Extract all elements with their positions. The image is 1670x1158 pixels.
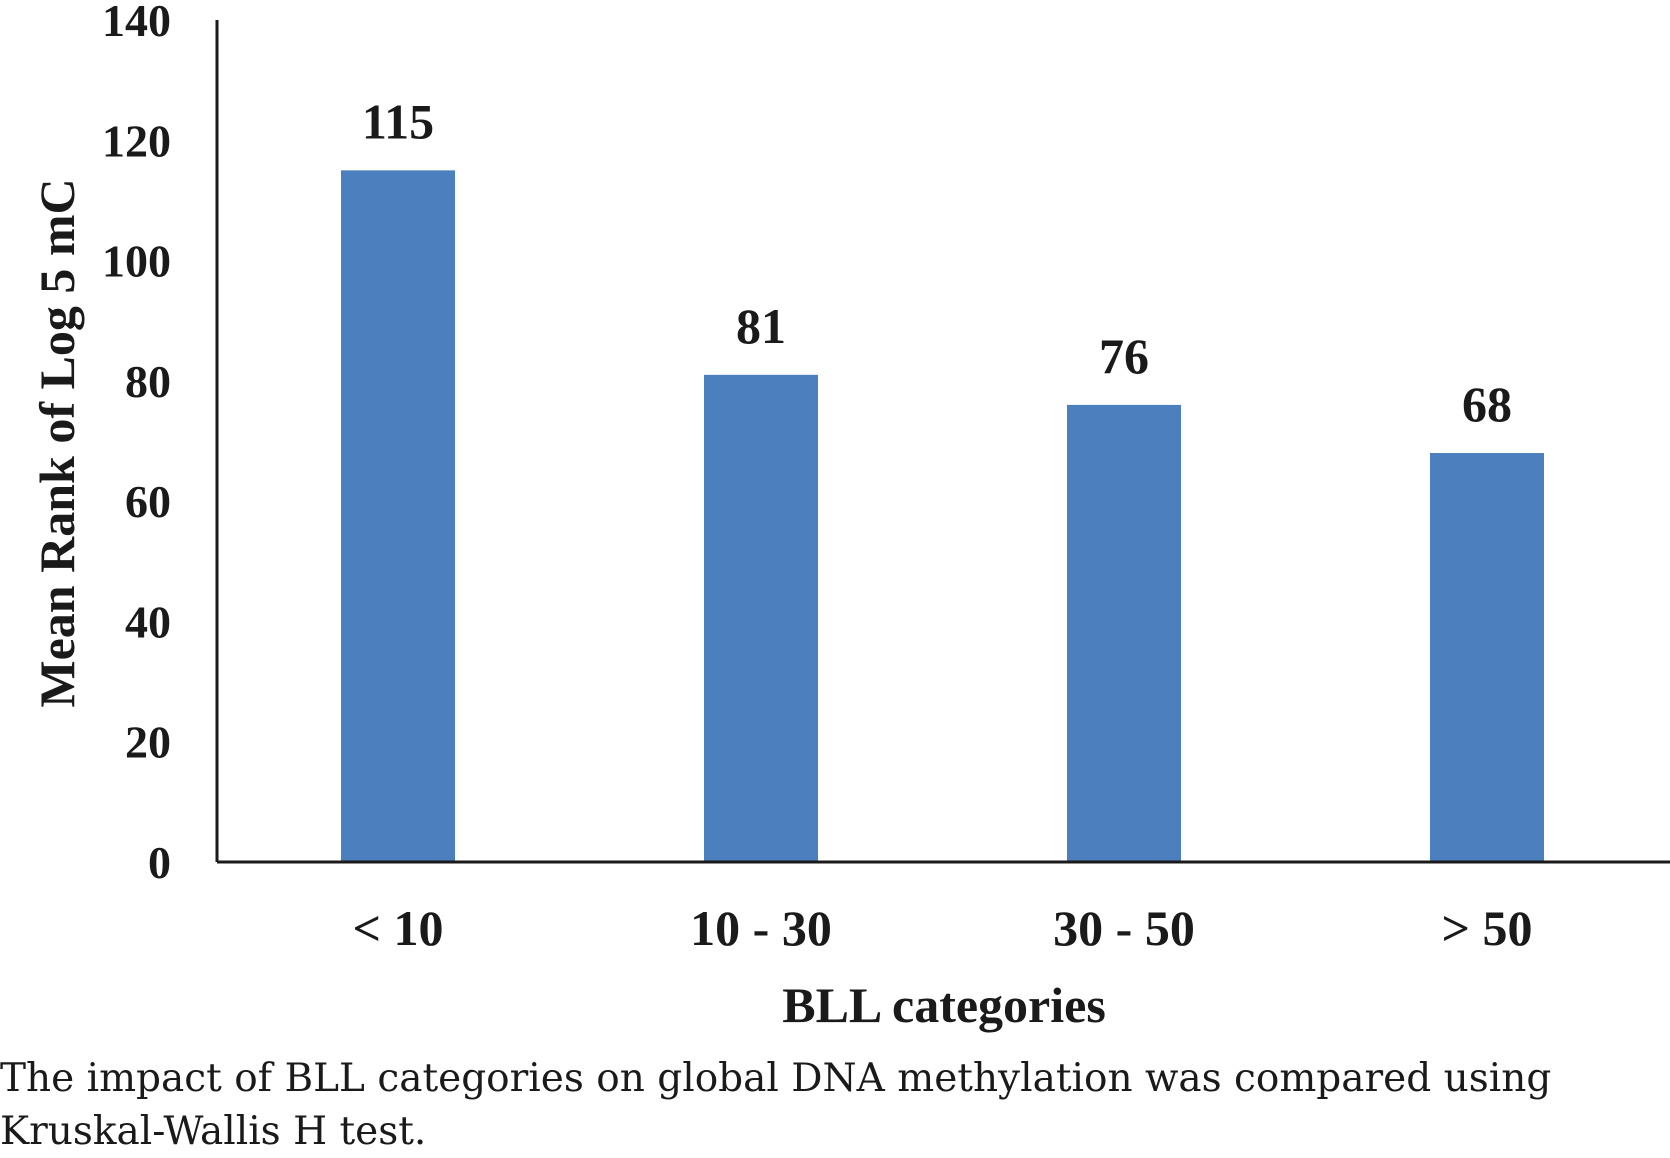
x-axis-title: BLL categories: [782, 977, 1106, 1033]
x-axis-categories: < 10 10 - 30 30 - 50 > 50: [353, 900, 1533, 956]
y-tick-label: 60: [125, 476, 171, 527]
y-axis-title: Mean Rank of Log 5 mC: [29, 178, 85, 707]
figure-caption: The impact of BLL categories on global D…: [0, 1056, 1552, 1154]
x-category-label: > 50: [1442, 900, 1533, 956]
y-tick-label: 80: [125, 356, 171, 407]
bar-value-label: 81: [736, 298, 786, 354]
x-category-label: 30 - 50: [1053, 900, 1195, 956]
y-tick-label: 0: [148, 837, 171, 888]
y-tick-label: 100: [102, 236, 171, 287]
bar: [704, 374, 818, 862]
y-tick-label: 40: [125, 596, 171, 647]
bar: [1067, 404, 1181, 862]
y-tick-label: 20: [125, 717, 171, 768]
data-labels-group: 115 81 76 68: [362, 93, 1512, 432]
y-tick-label: 140: [102, 0, 171, 46]
bar: [341, 170, 455, 862]
x-category-label: < 10: [353, 900, 444, 956]
bar-value-label: 76: [1099, 328, 1149, 384]
y-tick-label: 120: [102, 115, 171, 166]
bar: [1430, 453, 1544, 862]
bar-value-label: 115: [362, 93, 434, 149]
x-category-label: 10 - 30: [690, 900, 832, 956]
bars-group: [341, 170, 1544, 862]
bar-value-label: 68: [1462, 376, 1512, 432]
y-axis-ticks: 0 20 40 60 80 100 120 140: [102, 0, 171, 888]
